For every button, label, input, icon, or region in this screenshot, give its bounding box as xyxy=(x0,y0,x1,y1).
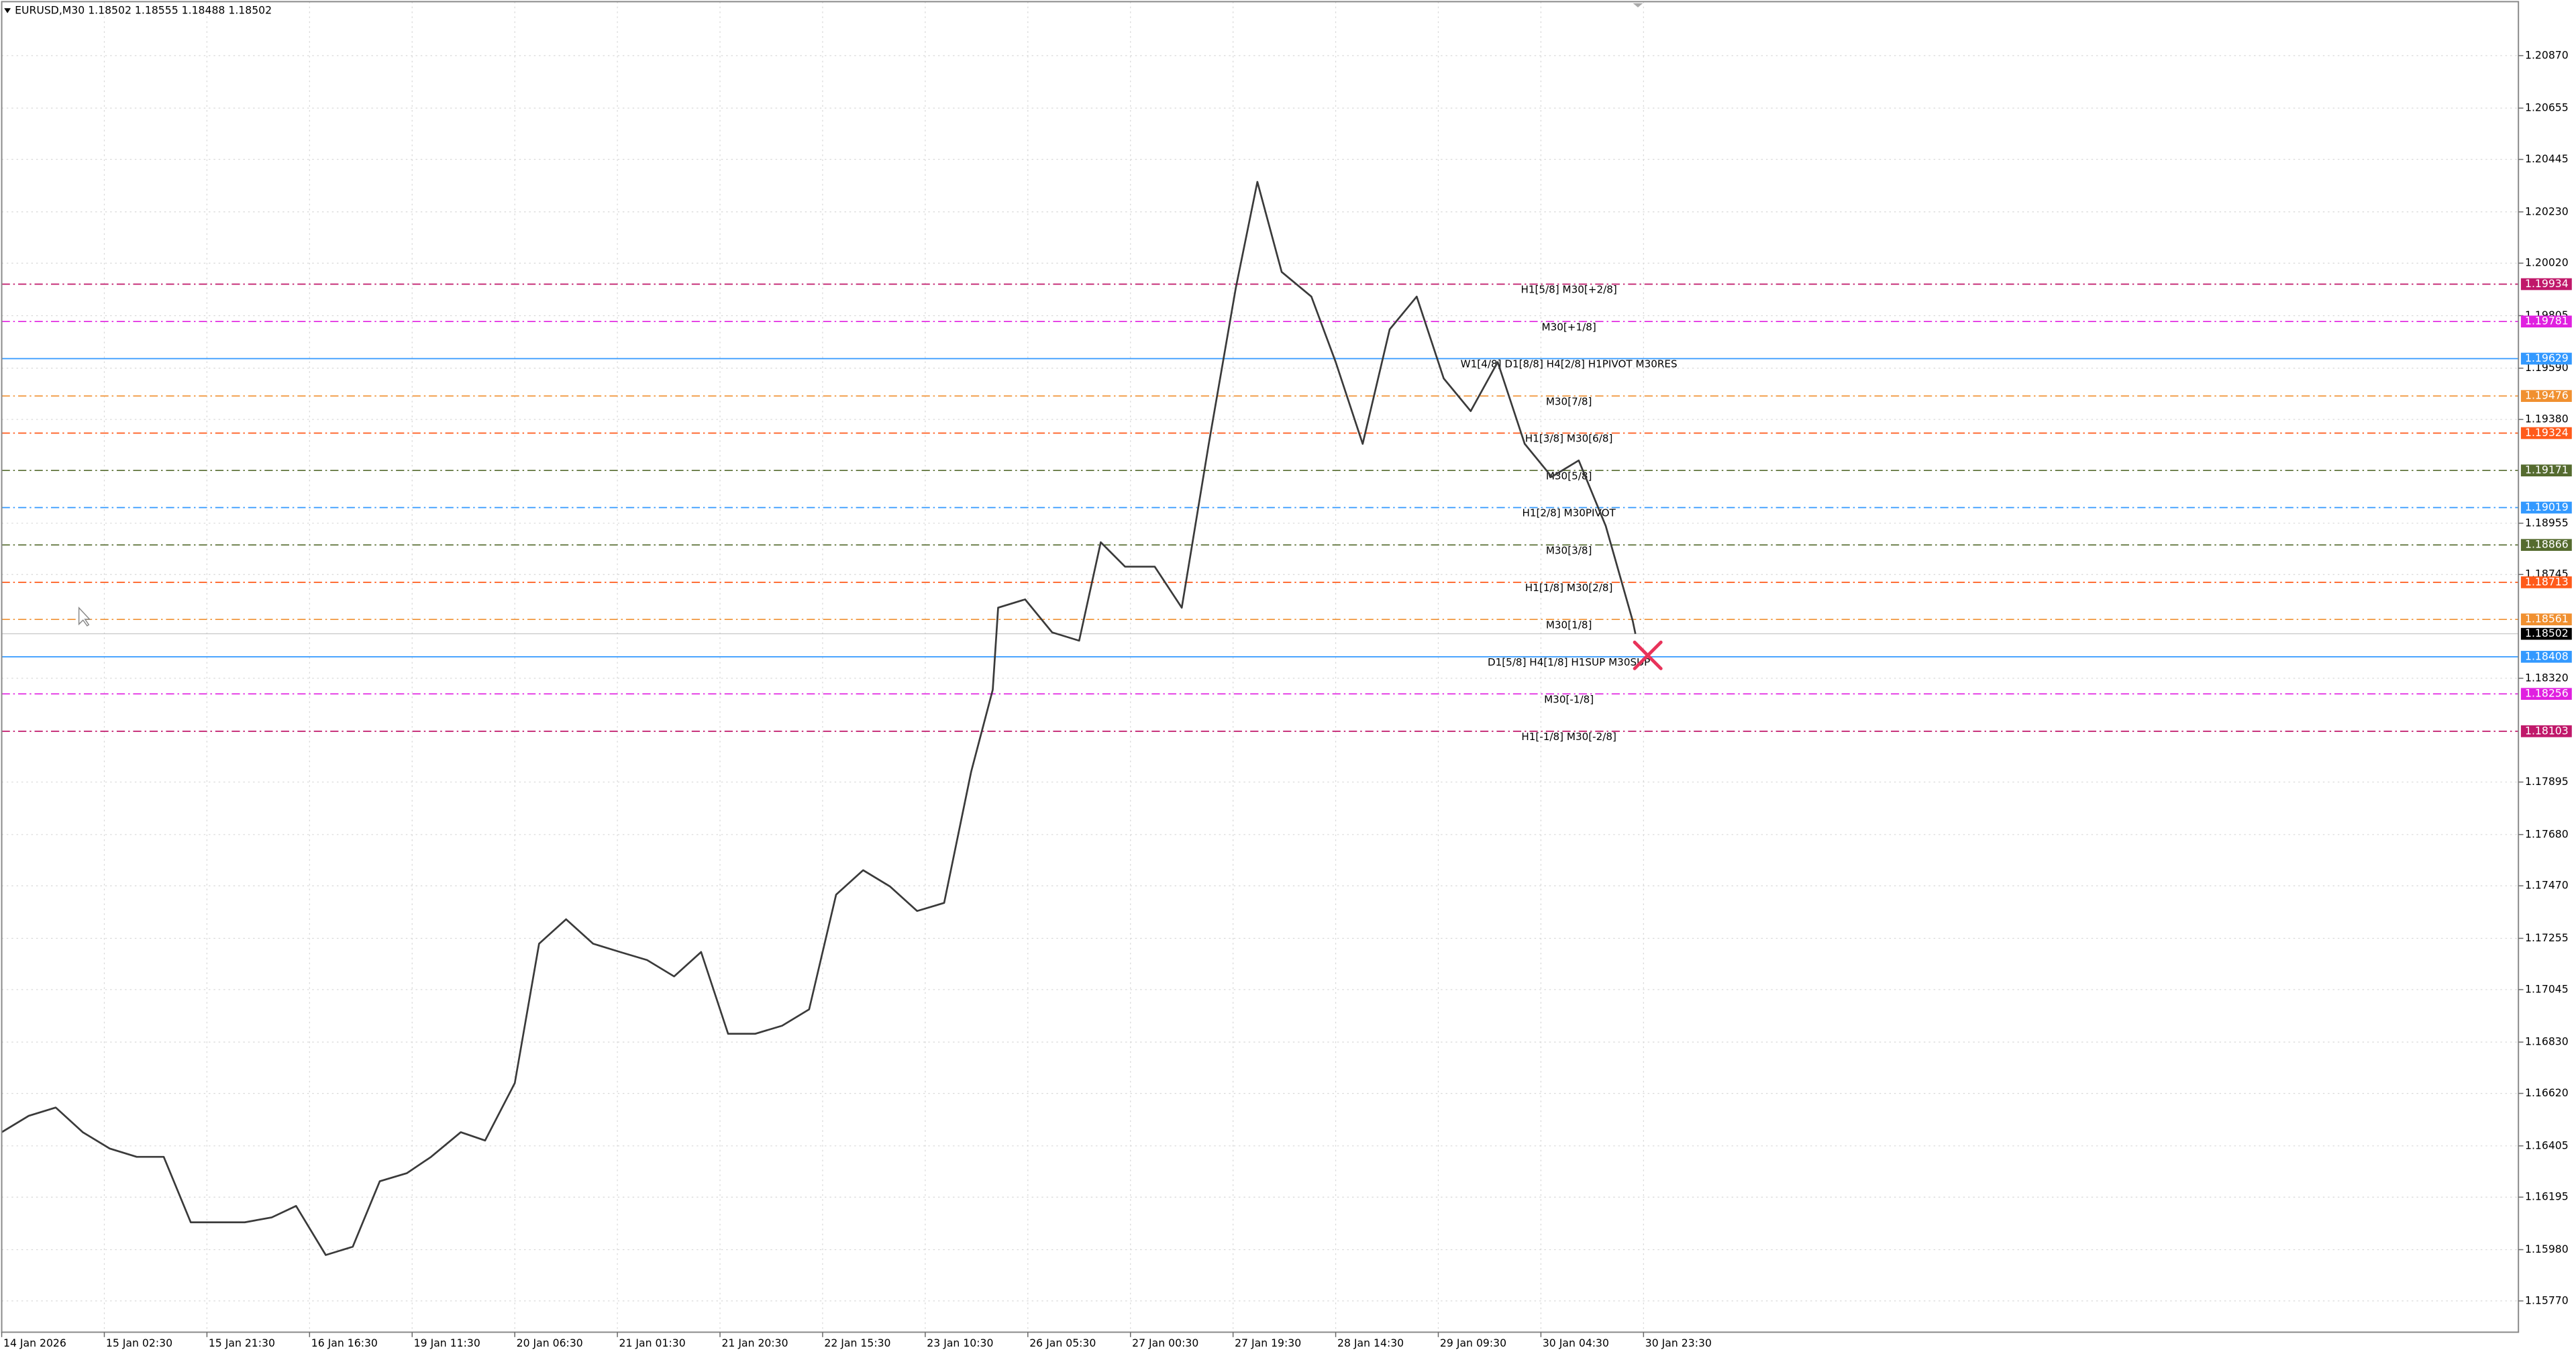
level-label: W1[4/8] D1[8/8] H4[2/8] H1PIVOT M30RES xyxy=(1461,358,1678,370)
level-label: M30[1/8] xyxy=(1546,619,1592,631)
y-tick-label: 1.18320 xyxy=(2525,671,2569,684)
price-tag-label: 1.19019 xyxy=(2525,501,2569,513)
chart-title: EURUSD,M30 1.18502 1.18555 1.18488 1.185… xyxy=(15,3,272,16)
shift-marker[interactable] xyxy=(1633,3,1643,8)
level-label: H1[5/8] M30[+2/8] xyxy=(1521,284,1616,296)
level-label: M30[3/8] xyxy=(1546,544,1592,556)
level-label: M30[7/8] xyxy=(1546,395,1592,407)
x-tick-label: 27 Jan 00:30 xyxy=(1132,1337,1198,1349)
level-label: H1[1/8] M30[2/8] xyxy=(1525,582,1613,594)
y-tick-label: 1.17895 xyxy=(2525,775,2569,788)
levels: H1[5/8] M30[+2/8] M30[+1/8] W1[4/8] D1[8/8… xyxy=(1,284,2519,743)
price-tag xyxy=(2520,725,2572,737)
x-tick-label: 23 Jan 10:30 xyxy=(927,1337,993,1349)
y-tick-label: 1.17255 xyxy=(2525,931,2569,944)
price-tag xyxy=(2520,539,2572,552)
level-label: M30[-1/8] xyxy=(1544,693,1594,705)
x-tick-label: 15 Jan 21:30 xyxy=(209,1337,275,1349)
price-tag xyxy=(2520,278,2572,291)
price-line xyxy=(1,180,1637,1256)
x-tick-label: 27 Jan 19:30 xyxy=(1235,1337,1301,1349)
price-tag-label: 1.19781 xyxy=(2525,315,2569,327)
level-label: M30[+1/8] xyxy=(1542,321,1596,333)
x-tick-label: 30 Jan 23:30 xyxy=(1645,1337,1712,1349)
x-tick-label: 20 Jan 06:30 xyxy=(517,1337,583,1349)
price-tag-label: 1.18866 xyxy=(2525,538,2569,551)
last-price-label: 1.18502 xyxy=(2525,627,2569,639)
y-tick-label: 1.20230 xyxy=(2525,205,2569,217)
x-tick-label: 19 Jan 11:30 xyxy=(414,1337,480,1349)
y-tick-label: 1.20445 xyxy=(2525,152,2569,165)
price-tag-label: 1.19934 xyxy=(2525,277,2569,290)
x-tick-label: 22 Jan 15:30 xyxy=(824,1337,890,1349)
y-tick-label: 1.17045 xyxy=(2525,982,2569,995)
price-tag-label: 1.18561 xyxy=(2525,613,2569,625)
close-marker xyxy=(1633,640,1663,670)
y-tick-label: 1.16620 xyxy=(2525,1086,2569,1099)
y-tick-label: 1.17470 xyxy=(2525,879,2569,892)
x-tick-label: 28 Jan 14:30 xyxy=(1337,1337,1404,1349)
x-tick-label: 21 Jan 20:30 xyxy=(721,1337,788,1349)
y-tick-label: 1.15770 xyxy=(2525,1294,2569,1306)
x-tick-label: 26 Jan 05:30 xyxy=(1029,1337,1096,1349)
x-tick-label: 14 Jan 2026 xyxy=(3,1337,66,1349)
price-tag xyxy=(2520,688,2572,700)
price-tag xyxy=(2520,464,2572,477)
x-tick-label: 21 Jan 01:30 xyxy=(619,1337,686,1349)
price-tag-label: 1.19476 xyxy=(2525,389,2569,402)
level-label: H1[-1/8] M30[-2/8] xyxy=(1521,731,1616,743)
price-tag-label: 1.18256 xyxy=(2525,687,2569,700)
plot xyxy=(1,180,1637,1256)
x-tick-label: 29 Jan 09:30 xyxy=(1440,1337,1506,1349)
price-tag-label: 1.19171 xyxy=(2525,464,2569,476)
price-tag xyxy=(2520,501,2572,514)
y-tick-label: 1.15980 xyxy=(2525,1243,2569,1255)
x-tick-label: 30 Jan 04:30 xyxy=(1543,1337,1609,1349)
y-tick-label: 1.16195 xyxy=(2525,1190,2569,1203)
level-label: D1[5/8] H4[1/8] H1SUP M30SUP xyxy=(1488,656,1650,668)
last-price-tag xyxy=(2520,627,2572,640)
grid xyxy=(1,1,2519,1333)
price-tag xyxy=(2520,651,2572,663)
price-tag-label: 1.18408 xyxy=(2525,649,2569,662)
y-tick-label: 1.17680 xyxy=(2525,827,2569,840)
price-tag-label: 1.18713 xyxy=(2525,575,2569,588)
y-tick-label: 1.20870 xyxy=(2525,48,2569,61)
price-tag xyxy=(2520,613,2572,626)
cross-stroke xyxy=(1633,640,1663,670)
price-tag xyxy=(2520,315,2572,328)
y-tick-label: 1.20020 xyxy=(2525,256,2569,269)
y-tick-label: 1.16405 xyxy=(2525,1139,2569,1151)
price-tag-label: 1.19324 xyxy=(2525,426,2569,439)
y-tick-label: 1.19380 xyxy=(2525,413,2569,425)
price-tag xyxy=(2520,390,2572,403)
x-tick-label: 16 Jan 16:30 xyxy=(311,1337,378,1349)
y-tick-label: 1.18955 xyxy=(2525,516,2569,529)
level-label: H1[3/8] M30[6/8] xyxy=(1525,433,1613,445)
mouse-cursor xyxy=(78,606,91,627)
price-tag xyxy=(2520,576,2572,588)
menu-arrow[interactable] xyxy=(4,8,11,13)
level-label: H1[2/8] M30PIVOT xyxy=(1522,507,1616,519)
plot-border xyxy=(1,1,2520,1333)
price-tag-label: 1.19629 xyxy=(2525,352,2569,364)
price-tag xyxy=(2520,352,2572,365)
price-tag-label: 1.18103 xyxy=(2525,724,2569,737)
price-tag xyxy=(2520,427,2572,439)
x-tick-label: 15 Jan 02:30 xyxy=(106,1337,172,1349)
y-tick-label: 1.20655 xyxy=(2525,101,2569,114)
y-tick-label: 1.16830 xyxy=(2525,1035,2569,1048)
